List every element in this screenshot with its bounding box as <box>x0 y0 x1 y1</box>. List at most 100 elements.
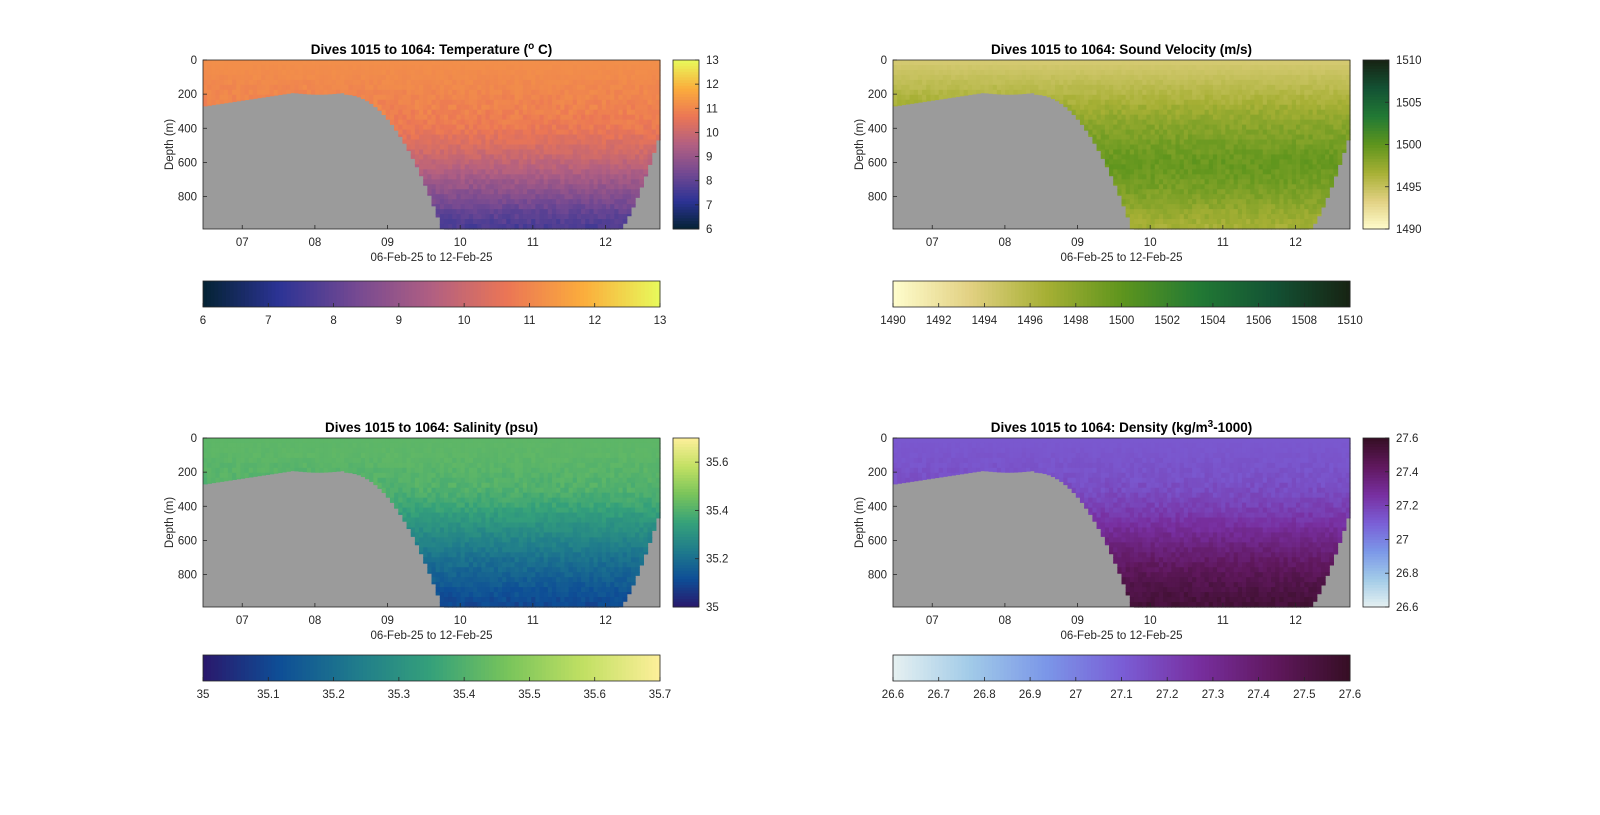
y-tick-label: 0 <box>881 55 887 67</box>
heatmap-cell <box>1271 164 1276 170</box>
heatmap-cell <box>277 64 283 71</box>
heatmap-cell <box>585 219 590 225</box>
heatmap-cell <box>1163 204 1168 210</box>
heatmap-cell <box>1266 189 1272 195</box>
heatmap-cell <box>651 104 657 111</box>
heatmap-cell <box>1001 60 1006 66</box>
heatmap-cell <box>506 74 512 81</box>
heatmap-cell <box>1208 204 1214 210</box>
heatmap-cell <box>942 69 948 76</box>
heatmap-cell <box>464 109 470 116</box>
heatmap-cell <box>1113 164 1118 170</box>
colorbar-swatch <box>244 281 250 307</box>
heatmap-cell <box>1320 94 1326 101</box>
heatmap-cell <box>543 104 549 111</box>
colorbar-swatch <box>621 281 627 307</box>
heatmap-cell <box>1104 64 1110 71</box>
heatmap-cell <box>1183 194 1189 200</box>
heatmap-cell <box>1300 84 1305 91</box>
heatmap-cell <box>1250 219 1256 225</box>
heatmap-cell <box>506 79 512 86</box>
heatmap-cell <box>477 199 482 205</box>
heatmap-cell <box>572 69 578 76</box>
heatmap-cell <box>1121 169 1127 175</box>
heatmap-cell <box>443 109 449 116</box>
heatmap-cell <box>901 89 907 96</box>
heatmap-cell <box>1233 109 1239 116</box>
heatmap-cell <box>497 159 503 165</box>
heatmap-cell <box>1138 209 1143 215</box>
heatmap-cell <box>909 60 915 66</box>
colorbar-swatch <box>673 195 699 199</box>
heatmap-cell <box>439 60 445 66</box>
heatmap-cell <box>1229 204 1235 210</box>
heatmap-cell <box>514 104 520 111</box>
heatmap-cell <box>543 129 549 136</box>
heatmap-cell <box>1121 189 1127 195</box>
heatmap-cell <box>514 154 520 161</box>
heatmap-cell <box>543 204 549 210</box>
heatmap-cell <box>560 154 566 161</box>
heatmap-cell <box>456 129 462 136</box>
heatmap-cell <box>431 159 437 165</box>
heatmap-cell <box>605 194 611 200</box>
heatmap-cell <box>448 84 453 91</box>
heatmap-cell <box>1150 174 1156 180</box>
heatmap-cell <box>589 79 595 86</box>
heatmap-cell <box>568 94 574 101</box>
heatmap-cell <box>485 124 491 131</box>
heatmap-cell <box>1304 99 1310 106</box>
heatmap-cell <box>593 69 599 76</box>
heatmap-cell <box>1096 124 1102 131</box>
heatmap-cell <box>215 89 221 96</box>
heatmap-cell <box>473 129 478 136</box>
colorbar-swatch <box>252 281 257 307</box>
heatmap-cell <box>610 199 615 205</box>
heatmap-cell <box>497 69 503 76</box>
heatmap-cell <box>614 139 620 146</box>
colorbar-tick-label: 11 <box>523 315 535 327</box>
colorbar-swatch <box>673 113 699 117</box>
heatmap-cell <box>1254 184 1260 190</box>
heatmap-cell <box>468 159 474 165</box>
heatmap-cell <box>1279 79 1285 86</box>
heatmap-cell <box>1084 84 1089 91</box>
heatmap-cell <box>572 199 578 205</box>
colorbar-swatch <box>673 71 699 75</box>
heatmap-cell <box>1258 189 1264 195</box>
heatmap-cell <box>1237 129 1243 136</box>
heatmap-cell <box>610 94 615 101</box>
heatmap-cell <box>1275 194 1280 200</box>
heatmap-cell <box>1250 74 1256 81</box>
heatmap-cell <box>1304 89 1310 96</box>
heatmap-cell <box>502 164 507 170</box>
heatmap-cell <box>1154 79 1160 86</box>
heatmap-cell <box>352 60 358 66</box>
heatmap-cell <box>643 74 649 81</box>
heatmap-cell <box>257 64 262 71</box>
heatmap-cell <box>614 60 620 66</box>
heatmap-cell <box>1262 159 1268 165</box>
heatmap-cell <box>489 154 495 161</box>
colorbar-tick-label: 12 <box>706 79 719 91</box>
heatmap-cell <box>1158 84 1164 91</box>
heatmap-cell <box>203 79 208 86</box>
heatmap-cell <box>1345 69 1351 76</box>
heatmap-cell <box>605 199 611 205</box>
heatmap-cell <box>502 159 507 165</box>
heatmap-cell <box>1233 154 1239 161</box>
heatmap-cell <box>926 94 931 101</box>
heatmap-cell <box>448 119 453 126</box>
heatmap-cell <box>1171 79 1177 86</box>
heatmap-cell <box>1187 129 1193 136</box>
heatmap-cell <box>1042 89 1048 96</box>
heatmap-cell <box>930 79 936 86</box>
heatmap-cell <box>543 94 549 101</box>
heatmap-cell <box>1133 149 1139 156</box>
heatmap-cell <box>1150 129 1156 136</box>
heatmap-cell <box>630 139 636 146</box>
heatmap-cell <box>1171 99 1177 106</box>
heatmap-cell <box>443 219 449 225</box>
heatmap-cell <box>439 174 445 180</box>
colorbar-swatch <box>423 281 429 307</box>
